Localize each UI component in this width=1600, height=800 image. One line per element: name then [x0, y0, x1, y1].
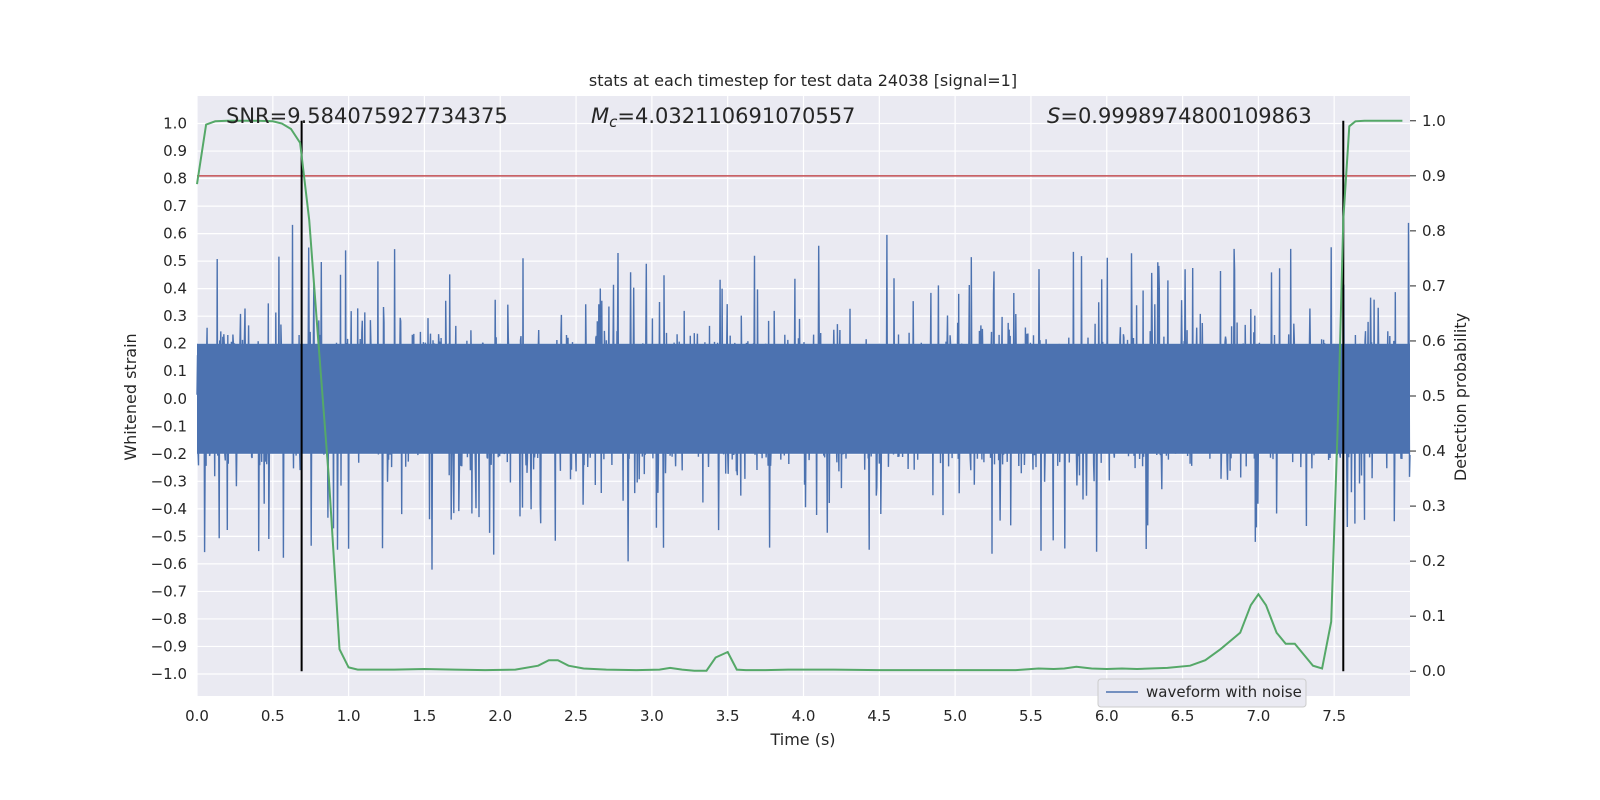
mc-value: =4.032110691070557 — [617, 104, 855, 128]
y-tick-label: 0.1 — [163, 362, 187, 380]
y-tick-label: 1.0 — [163, 115, 187, 133]
s-value: =0.9998974800109863 — [1060, 104, 1311, 128]
x-tick-label: 2.5 — [564, 707, 588, 725]
mc-subscript: c — [609, 113, 618, 131]
x-tick-label: 2.0 — [488, 707, 512, 725]
strain-series — [196, 222, 1411, 570]
y-tick-label: 0.6 — [163, 225, 187, 243]
y2-tick-label: 0.5 — [1422, 387, 1446, 405]
x-tick-label: 6.5 — [1171, 707, 1195, 725]
y-tick-label: 0.2 — [163, 335, 187, 353]
detection-score-annotation: S=0.9998974800109863 — [1047, 104, 1312, 128]
y-tick-label: 0.0 — [163, 390, 187, 408]
s-symbol: S — [1047, 104, 1060, 128]
y2-tick-label: 0.8 — [1422, 222, 1446, 240]
y-tick-label: −0.9 — [151, 637, 187, 655]
x-tick-label: 4.0 — [792, 707, 816, 725]
probability-series — [196, 119, 1403, 672]
x-tick-label: 5.0 — [943, 707, 967, 725]
y-tick-label: 0.9 — [163, 142, 187, 160]
y2-tick-label: 0.6 — [1422, 332, 1446, 350]
probability-line — [196, 119, 1403, 672]
y2-tick-label: 0.9 — [1422, 167, 1446, 185]
x-tick-label: 1.0 — [337, 707, 361, 725]
y-tick-label: 0.5 — [163, 252, 187, 270]
y2-tick-label: 0.0 — [1422, 662, 1446, 680]
y-axis-label: Whitened strain — [121, 333, 140, 460]
x-tick-label: 3.0 — [640, 707, 664, 725]
y2-tick-label: 1.0 — [1422, 112, 1446, 130]
y2-tick-label: 0.1 — [1422, 607, 1446, 625]
y-tick-label: −0.7 — [151, 582, 187, 600]
y-tick-label: 0.4 — [163, 280, 187, 298]
y-tick-label: 0.7 — [163, 197, 187, 215]
y-tick-label: −1.0 — [151, 665, 187, 683]
x-tick-label: 5.5 — [1019, 707, 1043, 725]
y-tick-label: −0.4 — [151, 500, 187, 518]
x-tick-label: 6.0 — [1095, 707, 1119, 725]
y-tick-label: −0.1 — [151, 417, 187, 435]
y2-tick-label: 0.3 — [1422, 497, 1446, 515]
x-tick-label: 1.5 — [413, 707, 437, 725]
y-tick-label: 0.3 — [163, 307, 187, 325]
y2-tick-label: 0.4 — [1422, 442, 1446, 460]
legend-label-strain: waveform with noise — [1146, 683, 1302, 701]
x-tick-label: 4.5 — [867, 707, 891, 725]
y-tick-label: −0.8 — [151, 610, 187, 628]
x-tick-label: 0.5 — [261, 707, 285, 725]
x-tick-label: 7.0 — [1246, 707, 1270, 725]
axis-ticks: 0.0 0.5 1.0 1.5 2.0 2.5 3.0 3.5 4.0 4.5 5.0 5.5 6.0 6… — [151, 112, 1446, 725]
y-tick-label: 0.8 — [163, 170, 187, 188]
snr-annotation: SNR=9.584075927734375 — [226, 104, 508, 128]
y-tick-label: −0.3 — [151, 472, 187, 490]
y-tick-label: −0.6 — [151, 555, 187, 573]
y2-tick-label: 0.7 — [1422, 277, 1446, 295]
y-tick-label: −0.5 — [151, 527, 187, 545]
x-tick-label: 3.5 — [716, 707, 740, 725]
strain-core-band — [197, 343, 1410, 454]
x-tick-label: 7.5 — [1322, 707, 1346, 725]
y2-axis-label: Detection probability — [1451, 313, 1470, 481]
mc-symbol: M — [591, 104, 609, 128]
x-tick-label: 0.0 — [185, 707, 209, 725]
y2-tick-label: 0.2 — [1422, 552, 1446, 570]
chart-title: stats at each timestep for test data 240… — [589, 71, 1017, 90]
y-tick-label: −0.2 — [151, 445, 187, 463]
x-axis-label: Time (s) — [769, 730, 835, 749]
legend-box — [1097, 678, 1307, 708]
chirp-mass-annotation: Mc=4.032110691070557 — [591, 104, 855, 131]
legend: waveform with noise — [1097, 678, 1307, 708]
